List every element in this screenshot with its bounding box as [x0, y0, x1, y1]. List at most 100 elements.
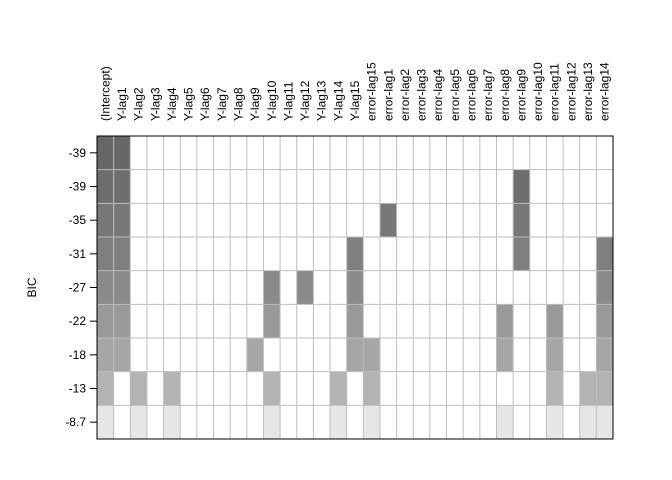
heatmap-cell-empty: [563, 136, 580, 170]
heatmap-cell-empty: [180, 237, 197, 271]
heatmap-cell-empty: [496, 136, 514, 170]
heatmap-cell-empty: [246, 237, 264, 271]
heatmap-cell-empty: [363, 270, 380, 305]
heatmap-cell-empty: [346, 169, 364, 204]
heatmap-cell-selected: [130, 371, 147, 406]
column-label: error-lag15: [365, 62, 379, 121]
heatmap-cell-selected: [163, 371, 181, 406]
column-label: error-lag13: [581, 62, 595, 121]
heatmap-cell-selected: [113, 169, 131, 204]
heatmap-cell-empty: [330, 270, 347, 305]
heatmap-cell-selected: [513, 203, 530, 237]
heatmap-cell-empty: [196, 304, 214, 338]
heatmap-cell-empty: [563, 371, 580, 406]
heatmap-cell-empty: [180, 405, 197, 439]
heatmap-cell-empty: [379, 169, 397, 204]
column-label: error-lag3: [415, 69, 429, 121]
heatmap-cell-empty: [379, 270, 397, 305]
heatmap-cell-empty: [513, 304, 530, 338]
heatmap-cell-empty: [213, 304, 231, 338]
heatmap-cell-empty: [330, 304, 347, 338]
heatmap-cell-empty: [163, 338, 181, 372]
heatmap-cell-empty: [230, 136, 247, 170]
heatmap-cell-selected: [579, 371, 597, 406]
heatmap-cell-empty: [296, 203, 314, 237]
heatmap-cell-empty: [396, 405, 414, 439]
heatmap-cell-selected: [496, 338, 514, 372]
heatmap-cell-selected: [363, 338, 380, 372]
heatmap-cell-empty: [280, 338, 297, 372]
heatmap-cell-empty: [146, 270, 164, 305]
heatmap-cell-empty: [496, 203, 514, 237]
heatmap-cell-empty: [180, 304, 197, 338]
heatmap-cell-selected: [97, 270, 114, 305]
heatmap-cell-selected: [346, 237, 364, 271]
heatmap-cell-selected: [596, 270, 613, 305]
heatmap-cell-empty: [130, 237, 147, 271]
column-label: error-lag1: [381, 69, 395, 121]
heatmap-cell-empty: [196, 136, 214, 170]
y-tick-label: -8.7: [65, 415, 86, 429]
heatmap-cell-selected: [97, 237, 114, 271]
heatmap-cell-empty: [563, 338, 580, 372]
heatmap-cell-empty: [479, 136, 497, 170]
heatmap-cell-empty: [463, 270, 480, 305]
heatmap-cell-empty: [246, 304, 264, 338]
heatmap-cell-empty: [579, 203, 597, 237]
column-label: Y-lag6: [198, 87, 212, 121]
heatmap-cell-empty: [180, 338, 197, 372]
heatmap-cell-empty: [429, 371, 447, 406]
heatmap-cell-empty: [546, 270, 564, 305]
heatmap-cell-empty: [496, 270, 514, 305]
heatmap-cell-empty: [230, 338, 247, 372]
heatmap-cell-empty: [379, 304, 397, 338]
column-label: Y-lag4: [165, 87, 179, 121]
heatmap-cell-empty: [363, 237, 380, 271]
heatmap-cell-empty: [563, 270, 580, 305]
heatmap-cell-selected: [97, 203, 114, 237]
heatmap-cell-empty: [413, 169, 430, 204]
heatmap-cell-empty: [429, 405, 447, 439]
heatmap-cell-empty: [596, 136, 613, 170]
column-label: Y-lag9: [248, 87, 262, 121]
heatmap-cell-empty: [213, 338, 231, 372]
column-label: error-lag10: [531, 62, 545, 121]
heatmap-cell-selected: [330, 405, 347, 439]
heatmap-cell-empty: [130, 338, 147, 372]
heatmap-cell-empty: [196, 237, 214, 271]
heatmap-cell-empty: [563, 169, 580, 204]
heatmap-cell-empty: [280, 405, 297, 439]
heatmap-cell-empty: [346, 136, 364, 170]
heatmap-cell-empty: [163, 136, 181, 170]
heatmap-cell-empty: [130, 304, 147, 338]
column-label: Y-lag5: [182, 87, 196, 121]
heatmap-cell-empty: [330, 203, 347, 237]
heatmap-cell-empty: [246, 405, 264, 439]
heatmap-gridlines: [97, 136, 613, 439]
heatmap-cell-empty: [363, 136, 380, 170]
column-label: Y-lag14: [331, 80, 345, 121]
heatmap-cell-empty: [313, 371, 331, 406]
heatmap-cell-empty: [379, 237, 397, 271]
heatmap-cell-selected: [130, 405, 147, 439]
heatmap-cell-selected: [97, 338, 114, 372]
heatmap-cell-empty: [396, 237, 414, 271]
heatmap-cell-empty: [413, 270, 430, 305]
heatmap-cell-empty: [596, 169, 613, 204]
heatmap-cell-selected: [596, 371, 613, 406]
column-label: error-lag6: [465, 69, 479, 121]
heatmap-cell-empty: [163, 237, 181, 271]
heatmap-cell-empty: [146, 169, 164, 204]
column-label: Y-lag12: [298, 80, 312, 121]
heatmap-cell-empty: [230, 203, 247, 237]
y-tick-label: -27: [69, 281, 87, 295]
heatmap-cell-empty: [180, 136, 197, 170]
heatmap-cell-empty: [579, 237, 597, 271]
heatmap-cell-empty: [180, 169, 197, 204]
heatmap-cell-empty: [546, 169, 564, 204]
heatmap-cell-empty: [180, 270, 197, 305]
heatmap-cell-selected: [513, 237, 530, 271]
heatmap-cell-empty: [396, 203, 414, 237]
heatmap-cell-empty: [146, 237, 164, 271]
heatmap-cell-empty: [263, 169, 281, 204]
